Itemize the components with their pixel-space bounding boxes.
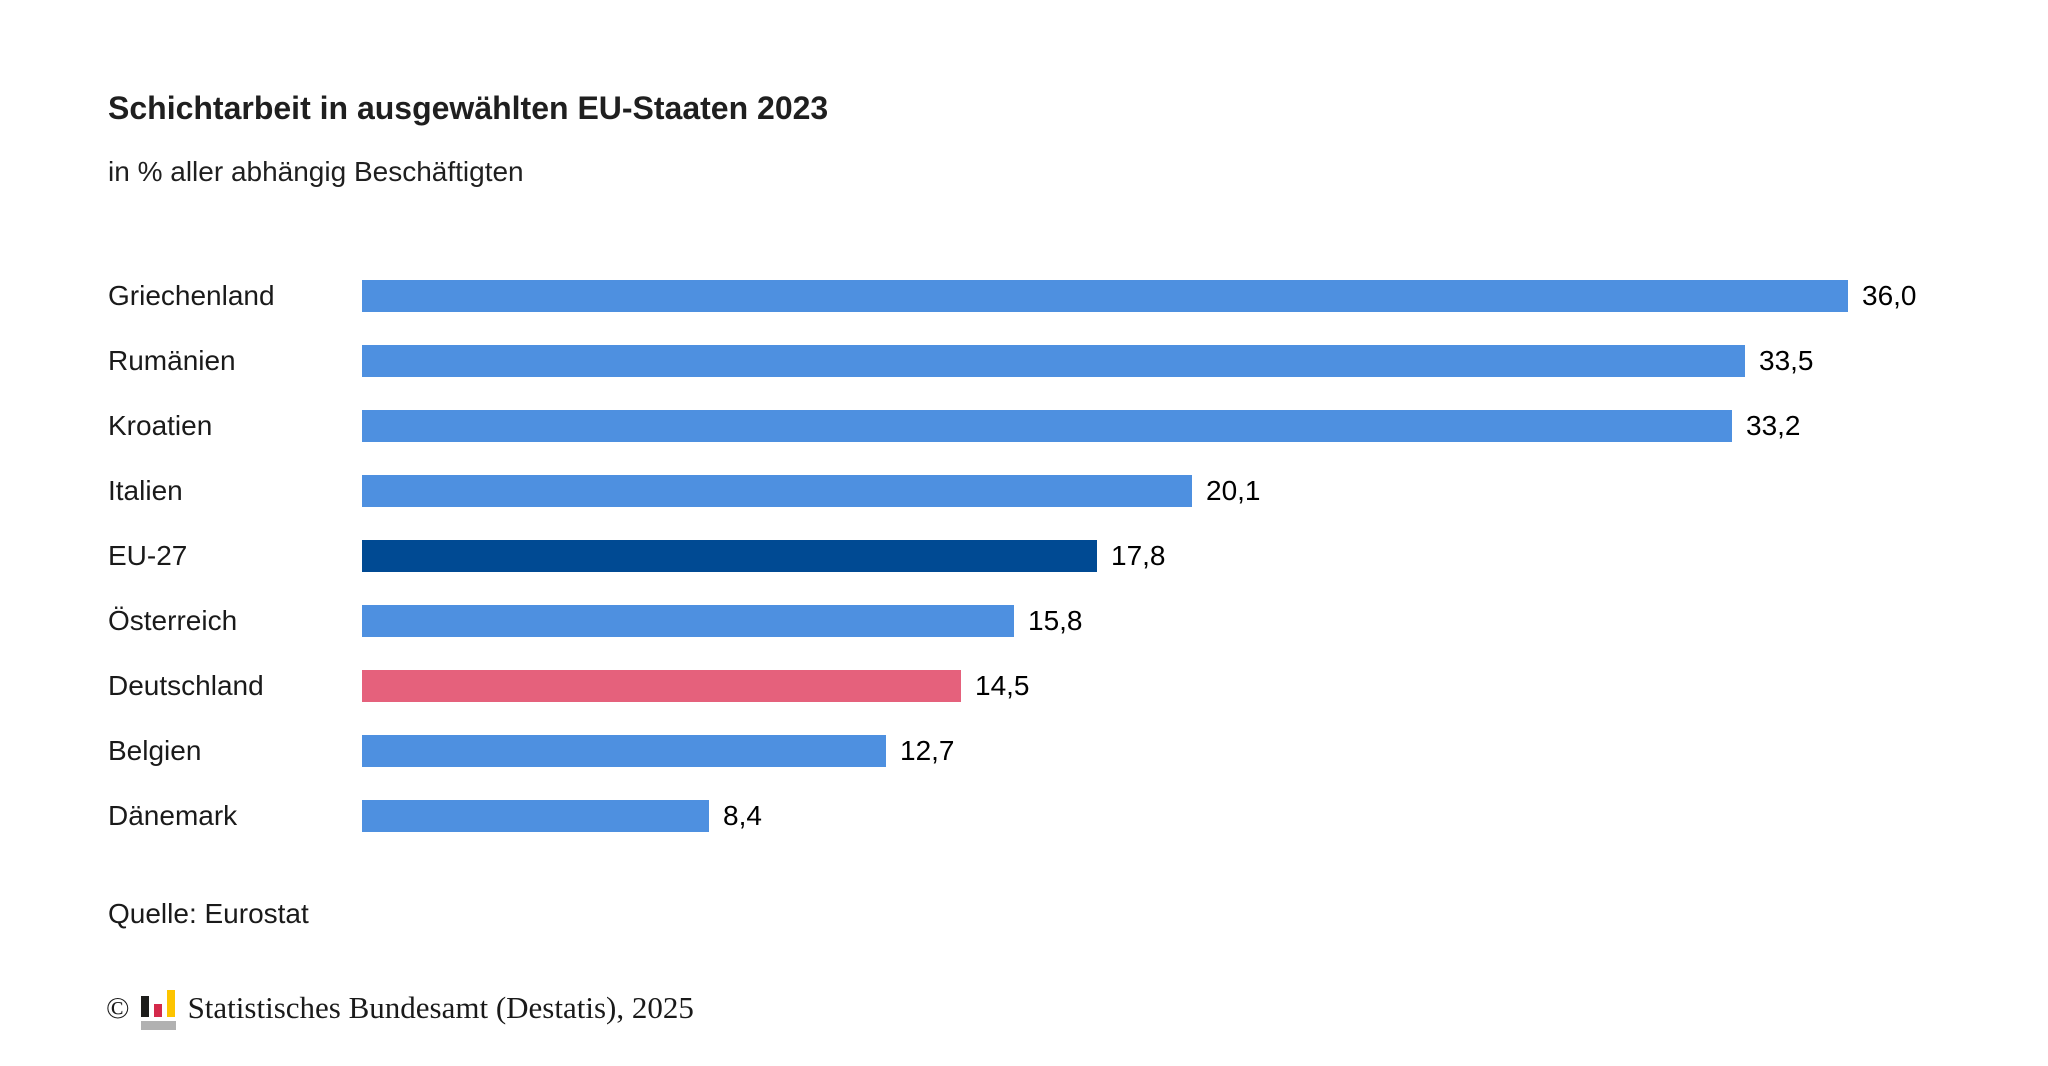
logo-base-bar bbox=[140, 1021, 176, 1030]
bar-row: Italien 20,1 bbox=[0, 458, 2048, 523]
bar-label: Kroatien bbox=[108, 409, 213, 441]
bar-value: 33,5 bbox=[1759, 344, 1814, 376]
bar bbox=[362, 539, 1097, 572]
bar-label: Rumänien bbox=[108, 344, 236, 376]
logo-bar-black bbox=[140, 996, 149, 1017]
bar-label: Deutschland bbox=[108, 669, 264, 701]
bar bbox=[362, 604, 1014, 637]
bar-row: Österreich 15,8 bbox=[0, 588, 2048, 653]
page-title: Schichtarbeit in ausgewählten EU-Staaten… bbox=[108, 90, 829, 126]
bar bbox=[362, 799, 709, 832]
copyright-symbol: © bbox=[106, 990, 130, 1025]
bar-label: Österreich bbox=[108, 604, 238, 636]
bar-value: 12,7 bbox=[900, 734, 955, 766]
copyright-text: Statistisches Bundesamt (Destatis), 2025 bbox=[187, 990, 694, 1025]
bar-label: EU-27 bbox=[108, 539, 188, 571]
bar-row: Griechenland 36,0 bbox=[0, 263, 2048, 328]
bar-value: 17,8 bbox=[1111, 539, 1166, 571]
bar-value: 8,4 bbox=[723, 799, 762, 831]
bar-value: 14,5 bbox=[975, 669, 1030, 701]
logo-bar-yellow bbox=[166, 990, 175, 1017]
bar-chart: Griechenland 36,0 Rumänien 33,5 Kroatien… bbox=[0, 263, 2048, 848]
chart-subtitle: in % aller abhängig Beschäftigten bbox=[108, 156, 524, 187]
destatis-logo-icon bbox=[140, 986, 177, 1030]
chart-header: Schichtarbeit in ausgewählten EU-Staaten… bbox=[108, 88, 828, 190]
bar-label: Italien bbox=[108, 474, 183, 506]
bar-row: EU-27 17,8 bbox=[0, 523, 2048, 588]
bar-row: Dänemark 8,4 bbox=[0, 783, 2048, 848]
bar bbox=[362, 474, 1192, 507]
bar-value: 15,8 bbox=[1028, 604, 1083, 636]
bar bbox=[362, 279, 1848, 312]
source-note: Quelle: Eurostat bbox=[108, 898, 309, 929]
bar-value: 33,2 bbox=[1746, 409, 1801, 441]
copyright-line: © Statistisches Bundesamt (Destatis), 20… bbox=[106, 986, 694, 1030]
bar-row: Belgien 12,7 bbox=[0, 718, 2048, 783]
bar-value: 36,0 bbox=[1862, 279, 1917, 311]
bar-row: Deutschland 14,5 bbox=[0, 653, 2048, 718]
bar bbox=[362, 409, 1732, 442]
bar-label: Belgien bbox=[108, 734, 202, 766]
bar-row: Rumänien 33,5 bbox=[0, 328, 2048, 393]
bar bbox=[362, 734, 886, 767]
bar-value: 20,1 bbox=[1206, 474, 1261, 506]
logo-bar-red bbox=[153, 1004, 162, 1017]
bar bbox=[362, 344, 1745, 377]
bar-row: Kroatien 33,2 bbox=[0, 393, 2048, 458]
bar-label: Griechenland bbox=[108, 279, 275, 311]
bar-label: Dänemark bbox=[108, 799, 238, 831]
bar bbox=[362, 669, 961, 702]
